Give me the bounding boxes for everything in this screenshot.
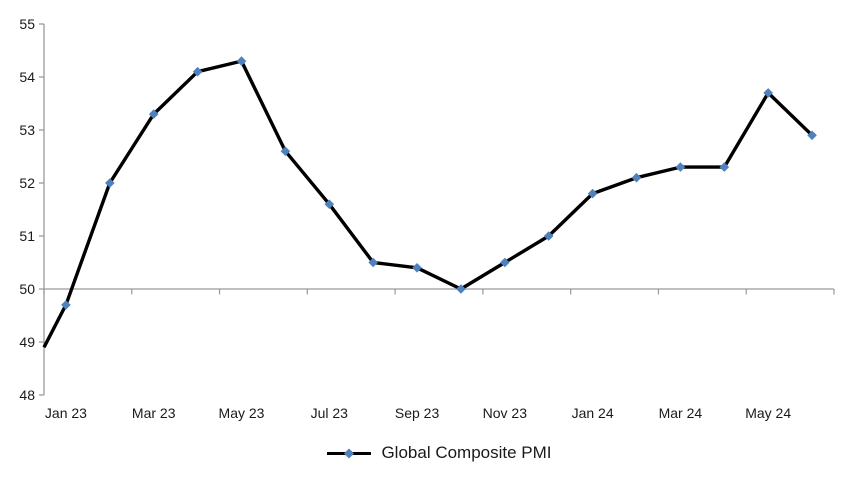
x-tick-label: Sep 23	[395, 405, 440, 421]
data-point-marker	[500, 257, 510, 268]
data-point-marker	[587, 188, 598, 199]
data-point-marker	[807, 130, 817, 141]
x-tick-label: Jan 24	[572, 405, 614, 421]
legend-series-label: Global Composite PMI	[381, 443, 552, 462]
y-tick-label: 54	[19, 69, 35, 85]
y-tick-label: 48	[19, 387, 35, 403]
y-tick-label: 50	[19, 281, 35, 297]
x-tick-label: Jan 23	[45, 405, 87, 421]
data-point-marker	[456, 284, 466, 294]
y-tick-label: 53	[19, 122, 35, 138]
y-tick-label: 52	[19, 175, 35, 191]
data-point-marker	[719, 162, 730, 172]
y-tick-label: 51	[19, 228, 35, 244]
x-tick-label: Nov 23	[483, 405, 528, 421]
data-point-marker	[236, 56, 247, 66]
data-point-marker	[280, 146, 291, 156]
data-point-marker	[675, 162, 686, 172]
y-tick-label: 55	[19, 16, 35, 32]
x-tick-label: Mar 24	[659, 405, 703, 421]
x-tick-label: Mar 23	[132, 405, 176, 421]
data-point-marker	[763, 88, 773, 98]
data-point-marker	[368, 257, 378, 268]
pmi-line-chart: 48 49 50 51 52 53 54 55 Jan 23 Mar 23 May 23 Jul 23…	[19, 16, 835, 421]
data-point-marker	[324, 199, 335, 209]
data-point-marker	[543, 231, 554, 241]
data-point-marker	[412, 263, 422, 273]
data-point-marker	[631, 172, 642, 183]
x-tick-label: May 23	[219, 405, 265, 421]
data-point-marker	[148, 109, 159, 119]
chart-legend: Global Composite PMI	[0, 443, 852, 463]
legend-line-marker-icon	[327, 448, 372, 458]
series-line	[42, 59, 814, 349]
data-point-marker	[192, 66, 203, 77]
data-point-marker	[105, 178, 115, 188]
y-tick-label: 49	[19, 334, 35, 350]
data-point-marker	[61, 300, 71, 310]
x-tick-label: Jul 23	[311, 405, 349, 421]
x-tick-label: May 24	[745, 405, 791, 421]
